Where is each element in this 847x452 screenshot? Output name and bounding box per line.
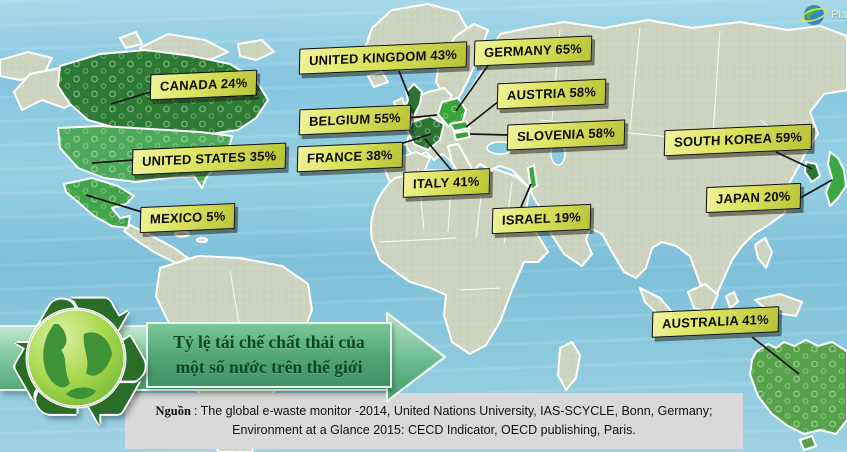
- label-belgium: BELGIUM 55%: [298, 104, 412, 136]
- source-line1: Nguồn: The global e-waste monitor -2014,…: [156, 402, 713, 421]
- leader-slovenia: [469, 133, 509, 136]
- land-sulawesi: [725, 291, 739, 309]
- source-box: Nguồn: The global e-waste monitor -2014,…: [125, 393, 743, 449]
- label-france-text: FRANCE 38%: [306, 147, 393, 166]
- label-italy-text: ITALY 41%: [412, 173, 480, 192]
- land-madagascar: [557, 341, 581, 391]
- label-france: FRANCE 38%: [296, 141, 404, 173]
- label-mexico-text: MEXICO 5%: [149, 208, 226, 227]
- label-japan-text: JAPAN 20%: [715, 188, 791, 207]
- land-caribbean-1: [174, 230, 190, 238]
- leader-united-states: [91, 159, 135, 164]
- leader-austria: [465, 100, 500, 128]
- label-south-korea-text: SOUTH KOREA 59%: [673, 129, 803, 150]
- source-line2-text: Environment at a Glance 2015: CECD Indic…: [232, 423, 636, 437]
- leader-south-korea: [775, 151, 813, 170]
- label-italy: ITALY 41%: [402, 168, 490, 198]
- land-philippines: [754, 237, 773, 269]
- label-australia: AUSTRALIA 41%: [651, 306, 780, 338]
- country-south-korea: [804, 161, 821, 183]
- source-prefix: Nguồn: [155, 403, 191, 418]
- land-arctic-islands-2: [237, 39, 275, 61]
- label-belgium-text: BELGIUM 55%: [308, 109, 401, 130]
- source-line1-text: : The global e-waste monitor -2014, Unit…: [193, 403, 713, 418]
- leader-italy: [424, 138, 453, 172]
- label-slovenia: SLOVENIA 58%: [506, 119, 626, 151]
- land-iceland: [367, 71, 389, 88]
- globe-icon: [25, 307, 127, 409]
- banner-title-line2: một số nước trên thế giới: [175, 357, 363, 377]
- land-borneo: [687, 283, 719, 313]
- label-japan: JAPAN 20%: [705, 182, 801, 214]
- label-israel: ISRAEL 19%: [491, 203, 592, 235]
- leader-japan: [799, 179, 833, 199]
- label-austria-text: AUSTRIA 58%: [506, 84, 597, 103]
- label-mexico: MEXICO 5%: [139, 202, 236, 234]
- label-australia-text: AUSTRALIA 41%: [661, 311, 770, 332]
- leader-united-kingdom: [398, 70, 410, 97]
- leader-mexico: [85, 194, 143, 213]
- recycling-globe-logo: ♻: [0, 273, 166, 452]
- source-line2: Environment at a Glance 2015: CECD Indic…: [232, 421, 636, 440]
- watermark-logo: Pla: [801, 2, 847, 28]
- banner-title-line1: Tỷ lệ tái chế chất thải của: [173, 331, 365, 352]
- leader-lines: [85, 63, 833, 375]
- land-arctic-islands-3: [119, 31, 143, 49]
- leader-australia: [751, 336, 800, 375]
- watermark-globe-icon: [801, 5, 828, 25]
- banner-title: Tỷ lệ tái chế chất thải của một số nước …: [146, 322, 392, 388]
- label-germany: GERMANY 65%: [473, 35, 593, 67]
- label-canada: CANADA 24%: [149, 69, 258, 101]
- country-tasmania: [799, 435, 817, 451]
- leader-canada: [110, 91, 151, 105]
- country-japan: [825, 151, 847, 207]
- label-united-states-text: UNITED STATES 35%: [141, 148, 277, 169]
- label-israel-text: ISRAEL 19%: [501, 209, 582, 228]
- label-united-kingdom-text: UNITED KINGDOM 43%: [308, 46, 458, 69]
- leader-germany: [455, 63, 490, 112]
- label-slovenia-text: SLOVENIA 58%: [516, 124, 616, 145]
- watermark-text: Pla: [831, 9, 847, 21]
- label-canada-text: CANADA 24%: [159, 75, 248, 94]
- label-austria: AUSTRIA 58%: [496, 78, 607, 110]
- land-caribbean-2: [196, 237, 208, 243]
- leader-israel: [520, 183, 532, 208]
- label-germany-text: GERMANY 65%: [483, 40, 583, 61]
